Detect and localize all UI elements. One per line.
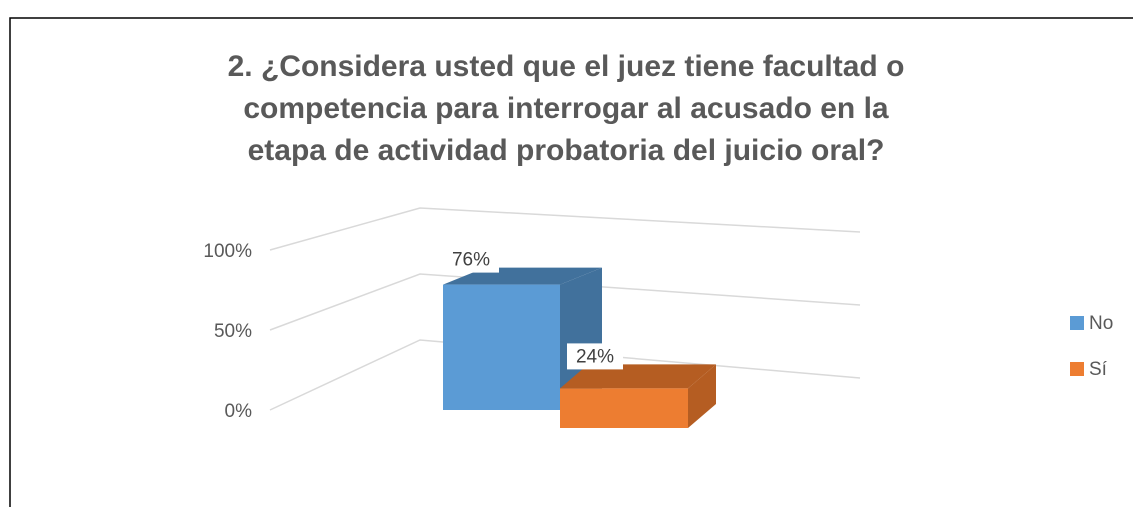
bar-top [560, 364, 716, 389]
legend-swatch [1070, 362, 1084, 376]
data-label-bg [567, 343, 623, 370]
grid-line [269, 273, 861, 331]
bar [560, 364, 716, 428]
data-label: 76% [452, 250, 490, 271]
chart-title: 2. ¿Considera usted que el juez tiene fa… [228, 50, 905, 167]
bar-front [443, 284, 560, 410]
data-label: 24% [576, 346, 614, 367]
y-tick-label: 50% [214, 321, 252, 342]
legend-label: No [1089, 313, 1113, 334]
legend-label: Sí [1089, 359, 1108, 380]
data-label-bg [443, 246, 499, 273]
y-tick-label: 100% [203, 241, 252, 262]
legend-swatch [1070, 316, 1084, 330]
bar-side [688, 364, 716, 428]
bar-front [560, 388, 688, 428]
grid-line [269, 207, 861, 251]
y-tick-label: 0% [225, 401, 253, 422]
